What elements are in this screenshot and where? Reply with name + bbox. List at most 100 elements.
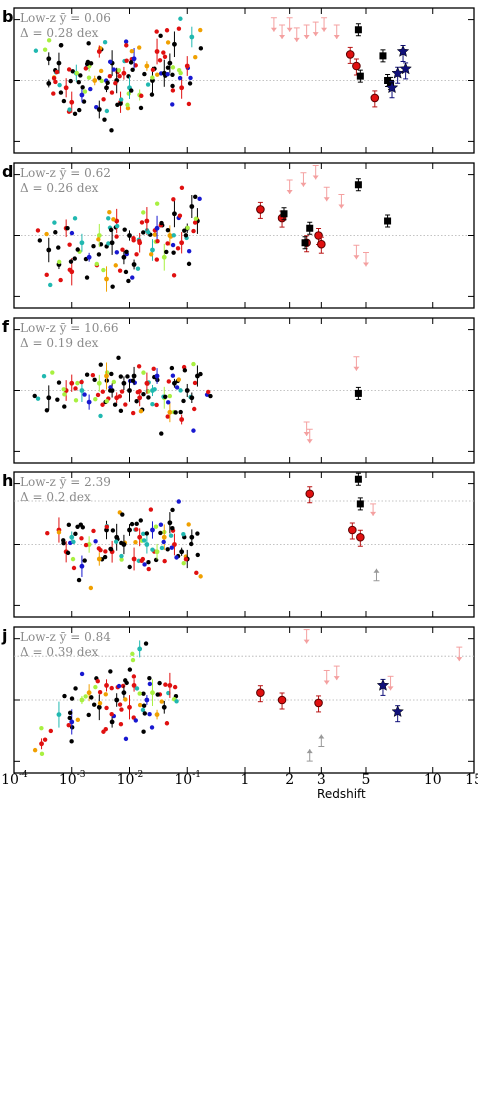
panel-f-point-0-19-c0 (173, 410, 178, 415)
panel-d-point-0-6-c2 (91, 244, 96, 249)
panel-d-point-0-19 (172, 211, 177, 217)
panel-h-point-3-1-head (373, 568, 380, 573)
panel-h-point-0-19-c1 (169, 545, 174, 550)
panel-d-point-0-11-c3 (114, 234, 119, 239)
panel-j-point-0-9-c1 (109, 711, 114, 717)
panel-f-point-0-1-c2 (75, 380, 80, 386)
panel-d-point-0-14-c2 (146, 230, 151, 235)
panel-b-point-0-10-c3 (86, 41, 91, 46)
panel-b-point-0-19-c2 (137, 45, 142, 50)
panel-j-point-0-1-c1 (69, 696, 75, 701)
panel-j-point-0-14-c0 (157, 680, 162, 686)
panel-f-point-0-7-c2 (118, 374, 124, 379)
panel-h-point-0-12-c0 (133, 540, 138, 545)
panel-f-annotation-delta: Δ = 0.19 dex (20, 336, 99, 350)
panel-h-point-0-2-c3 (75, 524, 80, 529)
panel-h-point-0-8-c0 (104, 524, 110, 530)
x-tick-label-4: 10 (424, 772, 442, 788)
panel-b-point-3-2 (379, 52, 387, 60)
panel-b-point-0-20-c2 (150, 75, 155, 80)
panel-f-point-0-15-c2 (141, 370, 146, 375)
panel-j-point-0-11-c1 (137, 691, 142, 696)
panel-d-point-0-22 (189, 204, 195, 209)
panel-b-point-0-14-c0 (118, 97, 124, 102)
panel-d-point-0-16-c2 (141, 210, 146, 215)
panel-b-point-0-3-c1 (57, 82, 62, 88)
panel-f-point-0-10-c3 (118, 408, 124, 414)
panel-j-point-1-2 (314, 698, 323, 708)
panel-h-point-0-5-c0 (83, 542, 89, 548)
panel-h-point-1-2 (356, 532, 365, 542)
panel-j-point-0-15-c0 (164, 721, 170, 726)
panel-b-point-1-4-head (303, 35, 310, 39)
x-axis-label: Redshift (317, 787, 366, 801)
panel-d-point-0-1-c0 (44, 272, 49, 278)
panel-j-point-0-14-c2 (147, 675, 152, 681)
panel-f-point-0-4-c0 (100, 389, 105, 394)
panel-j-point-4-1-head (318, 734, 325, 739)
panel-j-point-0-7 (109, 719, 115, 725)
panel-b-point-0-8 (92, 78, 98, 83)
panel-b-point-0-14-c3 (109, 90, 115, 95)
panel-h-point-0-3-c3 (82, 558, 87, 563)
panel-b-point-0-9-c3 (102, 117, 107, 122)
panel-h-point-0-5 (96, 556, 102, 562)
panel-j-point-0-11 (131, 683, 137, 688)
panel-h-point-0-21-c1 (195, 552, 200, 558)
panel-d-point-0-15-c3 (137, 238, 142, 244)
panel-f-point-0-13-c2 (130, 378, 136, 383)
panel-d-point-0-12-c1 (120, 247, 125, 252)
panel-f-point-0-8-c1 (108, 388, 113, 393)
panel-b-point-0-17-c1 (129, 48, 135, 54)
panel-d-point-0-22-c3 (193, 194, 198, 200)
panel-b-point-0-10-c1 (102, 39, 108, 45)
panel-d-point-0-14 (144, 218, 150, 224)
panel-f-point-0-3-c1 (73, 386, 78, 391)
panel-j-point-0-15-c1 (149, 725, 155, 730)
panel-f-point-0-2-c2 (61, 387, 66, 392)
panel-b-point-4-0 (385, 81, 399, 94)
panel-d-point-3-3 (354, 181, 362, 189)
panel-b-point-0-1 (46, 56, 52, 62)
panel-d-point-0-7-c2 (110, 284, 115, 289)
panel-h-point-0-3-c2 (71, 565, 77, 571)
panel-d-point-0-23-c3 (183, 233, 189, 238)
panel-b-point-0-18-c3 (139, 93, 144, 99)
panel-h-point-0-21-c0 (181, 531, 186, 537)
panel-f-point-0-21-c3 (176, 377, 182, 382)
panel-d-point-1-6-head (362, 262, 369, 267)
panel-d-point-0-20-c2 (186, 261, 192, 267)
panel-h-point-0-14-c3 (148, 507, 154, 512)
panel-h-point-0-21-c3 (195, 531, 200, 536)
panel-f-point-0-9 (121, 380, 127, 386)
panel-b-annotation-mean: Low-z ȳ = 0.06 (20, 11, 111, 25)
panel-d-point-0-17-c3 (171, 273, 177, 278)
x-tick-label-decade-3: 10 (174, 772, 192, 788)
panel-d-point-0-9-c3 (107, 209, 112, 215)
panel-b-point-0-15-c0 (126, 74, 131, 79)
panel-f-point-0-8-c3 (104, 398, 110, 404)
panel-h-point-0-19-c0 (168, 533, 174, 538)
panel-f-point-0-7-c1 (95, 392, 101, 398)
panel-d-point-0-1-c1 (67, 242, 72, 247)
panel-d-point-0-4 (79, 240, 85, 246)
panel-h-point-0-8-c3 (102, 554, 108, 560)
panel-j-point-0-6-c0 (108, 669, 113, 674)
panel-h-point-0-5-c2 (103, 549, 108, 554)
panel-f-point-0-19-c3 (166, 400, 171, 405)
panel-d-point-0-6 (96, 233, 102, 238)
panel-b-point-0-6-c1 (68, 78, 73, 84)
x-tick-label-exp-0: -4 (19, 770, 28, 780)
panel-b-point-0-21-c1 (154, 29, 159, 34)
panel-f-point-0-14-c1 (138, 409, 144, 414)
panel-h-point-0-19 (179, 549, 185, 555)
panel-b-point-0-1-c1 (33, 48, 39, 53)
panel-d-point-0-0-c2 (37, 238, 43, 243)
panel-j-point-0-15 (154, 712, 160, 717)
panel-h-point-0-13-c2 (153, 557, 159, 563)
panel-d-point-0-17-c0 (164, 249, 169, 255)
panel-j-point-0-3-c2 (75, 717, 81, 723)
panel-h-point-0-3-c1 (76, 577, 82, 583)
panel-d-point-2-4 (317, 239, 326, 249)
panel-j-point-0-12-c2 (143, 641, 149, 646)
